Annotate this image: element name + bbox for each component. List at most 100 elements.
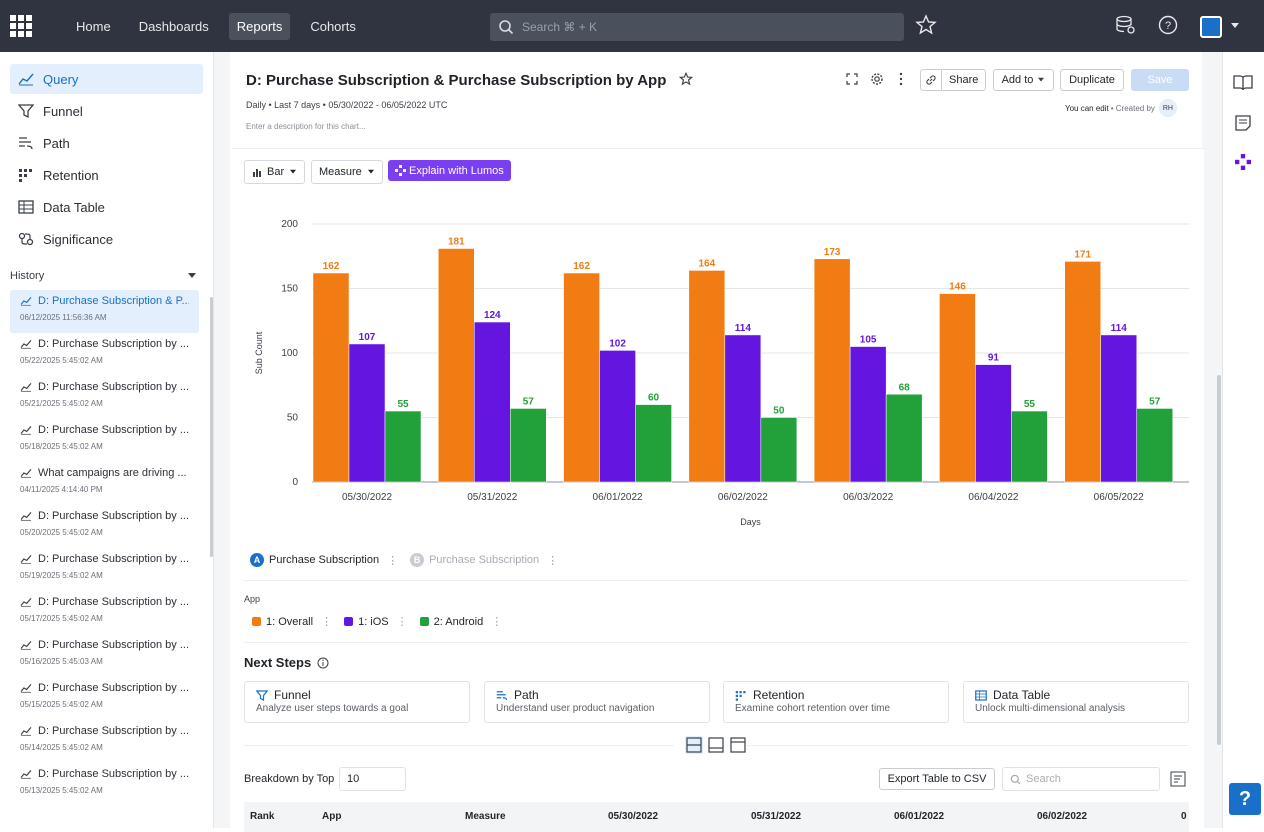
notes-icon[interactable] [1234, 114, 1252, 132]
history-item[interactable]: D: Purchase Subscription by ... 05/20/202… [10, 505, 199, 548]
gear-icon[interactable] [870, 72, 884, 86]
global-search-input[interactable]: Search ⌘ + K [490, 13, 904, 41]
info-icon[interactable] [317, 657, 329, 669]
next-step-data-table[interactable]: Data Table Unlock multi-dimensional anal… [963, 681, 1189, 723]
column-header[interactable]: 0 [1181, 811, 1187, 822]
history-item[interactable]: D: Purchase Subscription by ... 05/17/202… [10, 591, 199, 634]
bar [939, 293, 976, 483]
sidebar-item-retention[interactable]: Retention [10, 160, 203, 190]
star-icon[interactable] [678, 71, 693, 86]
legend-swatch [252, 617, 261, 626]
legend-item-android[interactable]: 2: Android [433, 615, 484, 628]
save-button[interactable]: Save [1131, 69, 1189, 91]
history-title-text: D: Purchase Subscription & P... [38, 295, 189, 307]
page-title[interactable]: D: Purchase Subscription & Purchase Subs… [246, 71, 693, 89]
sidebar-item-significance[interactable]: Significance [10, 224, 203, 254]
chevron-down-icon[interactable] [187, 272, 197, 280]
bar [312, 272, 350, 483]
column-header[interactable]: Rank [250, 811, 275, 822]
bar [1064, 261, 1101, 483]
split-horizontal-icon[interactable] [685, 736, 703, 754]
history-item[interactable]: D: Purchase Subscription & P... 06/12/202… [10, 290, 199, 333]
search-icon [1010, 774, 1021, 784]
column-header[interactable]: 06/02/2022 [1037, 811, 1088, 822]
data-label: 107 [359, 332, 376, 343]
sidebar-item-label: Retention [43, 167, 99, 183]
next-step-subtitle: Understand user product navigation [496, 703, 655, 714]
bar [384, 410, 422, 483]
table-search-input[interactable]: Search [1002, 767, 1160, 791]
next-step-title: Data Table [993, 688, 1051, 702]
history-header[interactable]: History [10, 270, 203, 282]
metric-a-label[interactable]: Purchase Subscription [269, 554, 380, 566]
next-step-path[interactable]: Path Understand user product navigation [484, 681, 710, 723]
table-bottom-icon[interactable] [707, 736, 725, 754]
help-button[interactable]: ? [1229, 783, 1261, 815]
more-vertical-icon[interactable]: ⋮ [547, 554, 559, 567]
add-to-button[interactable]: Add to [993, 69, 1054, 91]
lumos-icon[interactable] [1235, 154, 1251, 170]
table-top-icon[interactable] [729, 736, 747, 754]
column-settings-icon[interactable] [1169, 770, 1187, 788]
export-csv-button[interactable]: Export Table to CSV [879, 768, 995, 790]
more-vertical-icon[interactable] [898, 72, 904, 86]
duplicate-button[interactable]: Duplicate [1060, 69, 1124, 91]
more-vertical-icon[interactable]: ⋮ [387, 554, 399, 567]
favorite-star-icon[interactable] [915, 14, 937, 36]
history-item-date: 06/12/2025 11:56:36 AM [20, 313, 107, 322]
history-item[interactable]: D: Purchase Subscription by ... 05/16/202… [10, 634, 199, 677]
x-tick-label: 06/04/2022 [968, 492, 1018, 503]
column-header[interactable]: 05/31/2022 [751, 811, 802, 822]
history-item[interactable]: D: Purchase Subscription by ... 05/13/202… [10, 763, 199, 806]
avatar[interactable]: RH [1158, 99, 1177, 117]
more-vertical-icon[interactable]: ⋮ [321, 616, 333, 628]
more-vertical-icon[interactable]: ⋮ [491, 616, 503, 628]
history-item[interactable]: D: Purchase Subscription by ... 05/19/202… [10, 548, 199, 591]
data-label: 57 [1149, 396, 1161, 407]
history-item[interactable]: D: Purchase Subscription by ... 05/15/202… [10, 677, 199, 720]
sidebar-item-funnel[interactable]: Funnel [10, 96, 203, 126]
sidebar-scrollbar[interactable] [210, 297, 213, 557]
database-settings-icon[interactable] [1114, 14, 1136, 36]
legend-item-overall[interactable]: 1: Overall [266, 615, 314, 628]
org-switcher-icon[interactable] [1200, 16, 1222, 38]
more-vertical-icon[interactable]: ⋮ [396, 616, 408, 628]
history-item[interactable]: D: Purchase Subscription by ... 05/21/202… [10, 376, 199, 419]
history-item[interactable]: D: Purchase Subscription by ... 05/22/202… [10, 333, 199, 376]
share-button[interactable]: Share [920, 69, 986, 91]
chart-type-select[interactable]: Bar [244, 160, 306, 184]
column-header[interactable]: 06/01/2022 [894, 811, 945, 822]
column-header[interactable]: App [322, 811, 342, 822]
description-input[interactable]: Enter a description for this chart... [246, 122, 366, 131]
column-header[interactable]: Measure [465, 811, 506, 822]
next-step-funnel[interactable]: Funnel Analyze user steps towards a goal [244, 681, 470, 723]
fullscreen-icon[interactable] [846, 73, 858, 85]
main-scrollbar[interactable] [1217, 375, 1221, 745]
breakdown-top-input[interactable]: 10 [339, 767, 406, 791]
chart-card [232, 148, 1204, 828]
metric-b-label[interactable]: Purchase Subscription [429, 554, 540, 566]
sidebar-item-query[interactable]: Query [10, 64, 203, 94]
measure-select[interactable]: Measure [311, 160, 383, 184]
nav-reports[interactable]: Reports [228, 12, 291, 40]
column-header[interactable]: 05/30/2022 [608, 811, 659, 822]
history-item[interactable]: D: Purchase Subscription by ... 05/18/202… [10, 419, 199, 462]
history-item[interactable]: D: Purchase Subscription by ... 05/14/202… [10, 720, 199, 763]
sidebar-item-data-table[interactable]: Data Table [10, 192, 203, 222]
breakdown-legend: 1: Overall ⋮ 1: iOS ⋮ 2: Android ⋮ [252, 615, 514, 628]
sidebar-item-label: Funnel [43, 103, 83, 119]
history-item[interactable]: What campaigns are driving ... 04/11/2025… [10, 462, 199, 505]
sidebar-item-label: Significance [43, 231, 114, 247]
app-logo-icon[interactable] [10, 15, 32, 37]
nav-cohorts[interactable]: Cohorts [310, 18, 356, 34]
nav-dashboards[interactable]: Dashboards [138, 18, 209, 34]
sidebar-item-path[interactable]: Path [10, 128, 203, 158]
next-step-retention[interactable]: Retention Examine cohort retention over … [723, 681, 949, 723]
legend-item-ios[interactable]: 1: iOS [358, 615, 389, 628]
chevron-down-icon[interactable] [1230, 22, 1240, 30]
nav-home[interactable]: Home [76, 18, 111, 34]
book-icon[interactable] [1233, 74, 1253, 92]
explain-with-lumos-button[interactable]: Explain with Lumos [388, 160, 511, 181]
help-circle-icon[interactable]: ? [1157, 14, 1179, 36]
history-item-date: 05/20/2025 5:45:02 AM [20, 528, 103, 537]
